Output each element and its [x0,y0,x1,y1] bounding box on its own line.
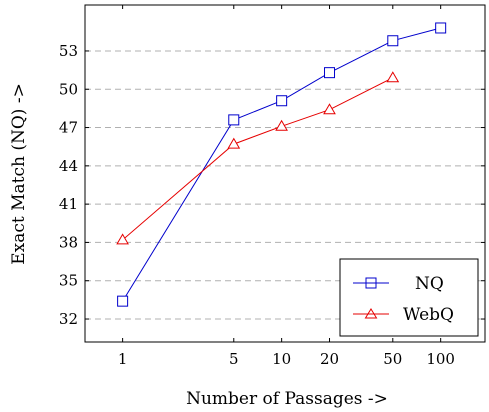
legend-marker-webq [364,308,378,319]
series-layer [116,22,447,307]
plot-frame [84,4,486,343]
data-point-nq [435,22,447,34]
x-tick-label: 100 [426,350,455,368]
y-tick-label: 53 [59,42,78,60]
y-tick-label: 35 [59,272,78,290]
y-tick-label: 32 [59,310,78,328]
series-nq [117,22,447,307]
data-point-nq [117,295,129,307]
data-point-webq [275,119,288,131]
axis-ticks [85,5,485,342]
data-point-nq [276,95,288,107]
series-line-webq [122,77,394,241]
x-tick-label: 10 [272,350,291,368]
y-tick-label: 38 [59,233,78,251]
legend: NQ WebQ [339,258,479,337]
x-tick-label: 50 [383,350,402,368]
y-axis-label: Exact Match (NQ) -> [9,83,29,265]
y-tick-label: 41 [59,195,78,213]
y-tick-label: 44 [59,157,78,175]
x-tick-label: 20 [320,350,339,368]
y-tick-labels: 32 35 38 41 44 47 50 53 [59,42,78,328]
legend-label-webq: WebQ [403,305,454,325]
data-point-webq [323,103,336,115]
x-tick-label: 1 [118,350,128,368]
data-point-nq [228,114,240,126]
series-line-nq [122,27,441,302]
x-tick-labels: 1 5 10 20 50 100 [118,350,455,368]
data-point-webq [386,71,400,83]
data-point-nq [387,35,399,47]
y-tick-label: 47 [59,119,78,137]
data-point-webq [116,233,129,245]
legend-marker-nq [365,277,377,289]
y-tick-label: 50 [59,80,78,98]
series-webq [116,71,400,245]
x-axis-label: Number of Passages -> [186,389,388,409]
legend-label-nq: NQ [415,274,444,294]
legend-box [339,258,479,337]
x-tick-label: 5 [229,350,239,368]
data-point-nq [324,67,336,79]
data-point-webq [227,137,241,149]
